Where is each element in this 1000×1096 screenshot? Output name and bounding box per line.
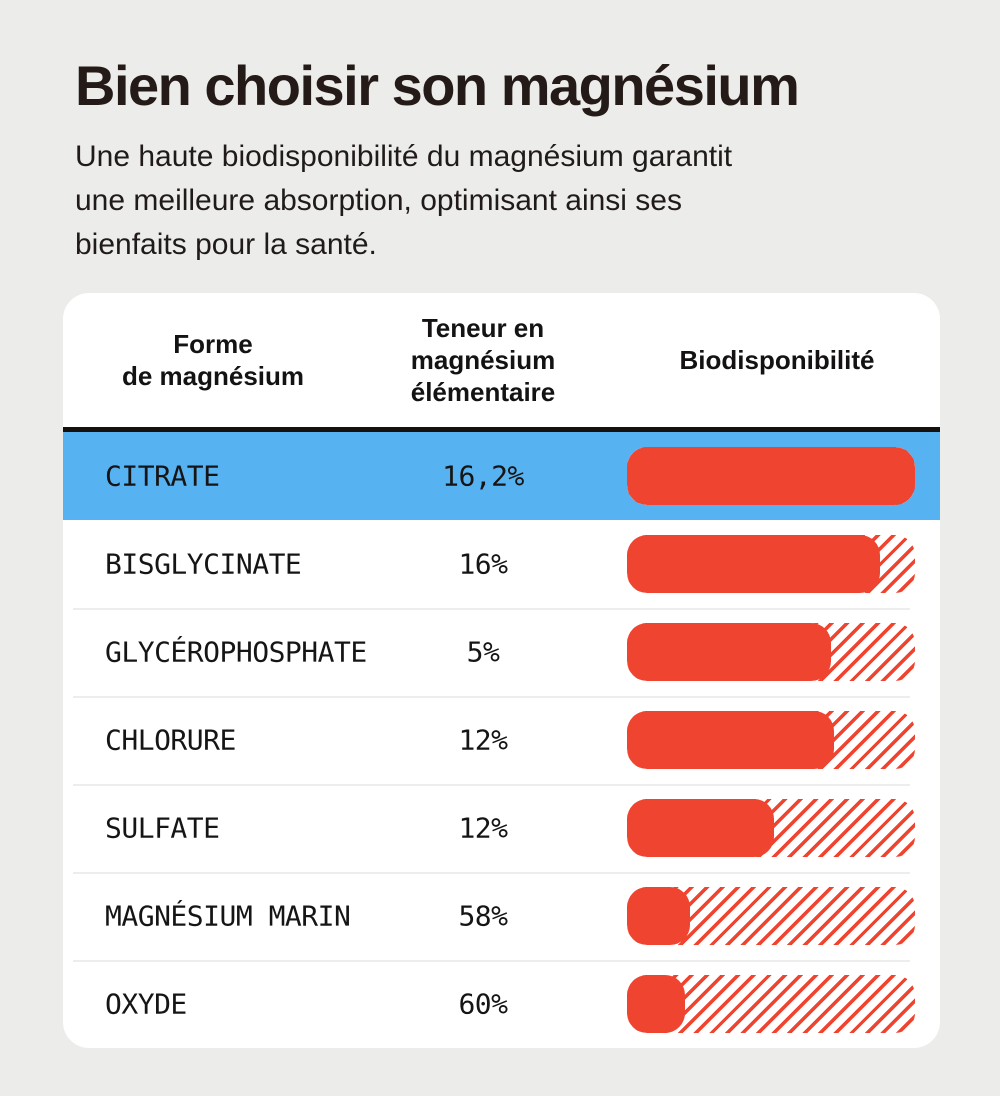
bioavailability-bar-fill <box>627 887 691 945</box>
bioavailability-bar-track <box>627 535 915 593</box>
row-teneur: 60% <box>458 987 508 1021</box>
table-row-magnesium-marin: MAGNÉSIUM MARIN 58% <box>63 872 940 960</box>
bioavailability-bar-track <box>627 975 915 1033</box>
subtitle-line-1: Une haute biodisponibilité du magnésium … <box>75 139 733 173</box>
row-teneur: 12% <box>458 811 508 845</box>
page-title: Bien choisir son magnésium <box>75 54 800 117</box>
bioavailability-bar-fill <box>627 623 832 681</box>
table-row-glycerophosphate: GLYCÉROPHOSPHATE 5% <box>63 608 940 696</box>
row-label: MAGNÉSIUM MARIN <box>105 899 351 933</box>
bioavailability-bar-track <box>627 623 915 681</box>
bioavailability-bar-fill <box>627 447 915 505</box>
table-row-citrate: CITRATE 16,2% <box>63 432 940 520</box>
page-subtitle: Une haute biodisponibilité du magnésium … <box>75 135 935 267</box>
row-label: OXYDE <box>105 987 187 1021</box>
magnesium-table-card: Forme de magnésium Teneur en magnésium é… <box>63 293 940 1048</box>
header-block: Bien choisir son magnésium Une haute bio… <box>75 55 935 267</box>
row-teneur: 5% <box>466 635 500 669</box>
bioavailability-bar-track <box>627 711 915 769</box>
row-teneur: 16% <box>458 547 508 581</box>
bioavailability-bar-track <box>627 799 915 857</box>
subtitle-line-2: une meilleure absorption, optimisant ain… <box>75 183 682 217</box>
column-header-biodisponibilite: Biodisponibilité <box>679 345 875 375</box>
row-label: CITRATE <box>105 459 220 493</box>
table-row-chlorure: CHLORURE 12% <box>63 696 940 784</box>
row-teneur: 58% <box>458 899 508 933</box>
table-row-sulfate: SULFATE 12% <box>63 784 940 872</box>
bioavailability-bar-fill <box>627 535 881 593</box>
row-label: BISGLYCINATE <box>105 547 302 581</box>
bioavailability-bar-fill <box>627 711 835 769</box>
bioavailability-bar-fill <box>627 799 774 857</box>
bioavailability-bar-track <box>627 887 915 945</box>
table-row-oxyde: OXYDE 60% <box>63 960 940 1048</box>
table-row-bisglycinate: BISGLYCINATE 16% <box>63 520 940 608</box>
table-header-row: Forme de magnésium Teneur en magnésium é… <box>63 293 940 427</box>
column-header-forme: Forme de magnésium <box>121 329 305 391</box>
row-label: GLYCÉROPHOSPHATE <box>105 635 367 669</box>
subtitle-line-3: bienfaits pour la santé. <box>75 227 377 261</box>
header-divider-line <box>63 427 940 432</box>
column-header-teneur: Teneur en magnésium élémentaire <box>410 313 556 407</box>
bioavailability-bar-fill <box>627 975 685 1033</box>
row-label: CHLORURE <box>105 723 236 757</box>
row-teneur: 16,2% <box>442 459 524 493</box>
row-teneur: 12% <box>458 723 508 757</box>
row-label: SULFATE <box>105 811 220 845</box>
bioavailability-bar-track <box>627 447 915 505</box>
